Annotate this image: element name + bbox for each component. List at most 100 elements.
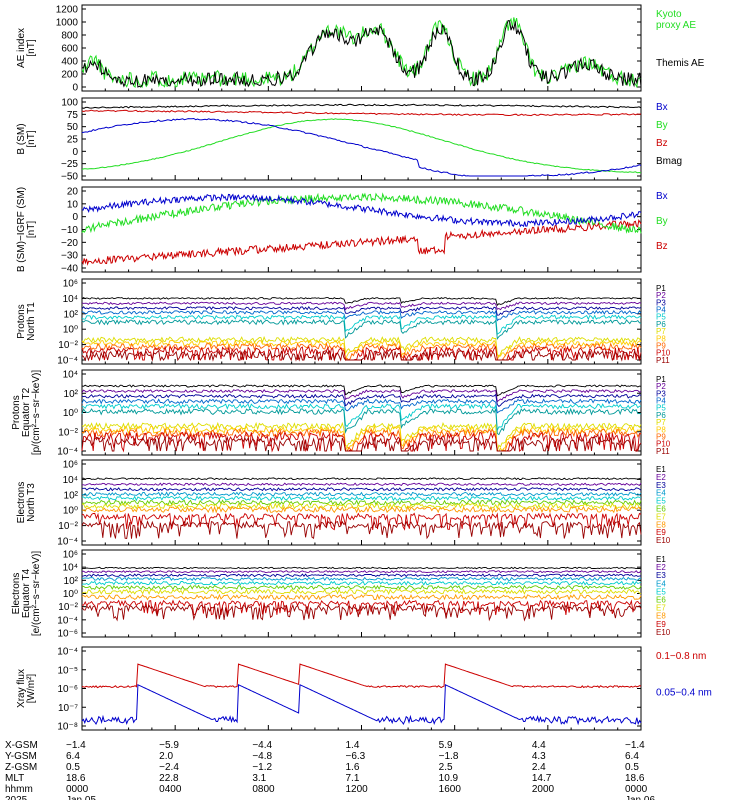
orbit-cell: −4.4 xyxy=(252,740,272,751)
legend-entry: E1 xyxy=(656,465,666,474)
series-bx xyxy=(81,117,642,177)
series-1 xyxy=(82,477,642,481)
panel-frame xyxy=(81,97,642,181)
y-tick-label: 10⁴ xyxy=(63,370,78,381)
orbit-cell: −1.4 xyxy=(66,740,86,751)
y-tick-label: 10⁻² xyxy=(58,521,78,532)
series-bx xyxy=(81,193,642,228)
orbit-cell: 1200 xyxy=(346,784,369,795)
y-axis-label: B (SM)−IGRF (SM) xyxy=(16,187,27,272)
orbit-cell: −1.4 xyxy=(625,740,645,751)
y-axis-label: [nT] xyxy=(26,39,37,56)
legend-entry: E7 xyxy=(656,604,666,613)
orbit-cell: Jan 05 xyxy=(66,795,96,800)
series-8 xyxy=(81,339,642,361)
y-axis-label: Equator T2 xyxy=(21,387,32,437)
y-tick-label: 10² xyxy=(64,389,79,400)
series-10 xyxy=(81,603,642,622)
series-5 xyxy=(81,495,642,502)
series-8 xyxy=(81,424,642,452)
legend-entry: E5 xyxy=(656,497,666,506)
orbit-cell: 0000 xyxy=(66,784,89,795)
series-6 xyxy=(81,499,642,506)
series-3 xyxy=(81,393,642,407)
legend-entry: Bx xyxy=(656,102,668,113)
y-tick-label: 10⁶ xyxy=(63,279,78,290)
legend-entry: E2 xyxy=(656,563,666,572)
legend-entry: P11 xyxy=(656,447,670,456)
y-axis-label: [W/m²] xyxy=(26,674,37,704)
y-tick-label: 10 xyxy=(67,199,79,210)
orbit-cell: 4.3 xyxy=(532,751,546,762)
legend-entry: P6 xyxy=(656,411,666,420)
y-axis-label: North T1 xyxy=(26,302,37,341)
y-tick-label: 10⁰ xyxy=(63,506,78,517)
y-tick-label: 1000 xyxy=(56,18,79,29)
series-7 xyxy=(81,502,642,510)
y-tick-label: −25 xyxy=(61,159,78,170)
legend-entry: E4 xyxy=(656,489,666,498)
series-9 xyxy=(81,342,642,361)
legend-entry: Kyoto xyxy=(656,9,682,20)
y-tick-label: 600 xyxy=(61,44,78,55)
y-tick-label: 200 xyxy=(61,70,78,81)
y-axis-label: [nT] xyxy=(26,221,37,238)
legend-entry: E3 xyxy=(656,571,666,580)
y-tick-label: 10² xyxy=(64,309,79,320)
orbit-cell: 5.9 xyxy=(439,740,453,751)
legend-entry: P8 xyxy=(656,334,666,343)
orbit-cell: −1.2 xyxy=(252,762,272,773)
series-11 xyxy=(81,435,642,453)
orbit-row-label: 2025 xyxy=(5,795,28,800)
legend-entry: P5 xyxy=(656,313,666,322)
y-tick-label: 25 xyxy=(67,135,79,146)
series-1 xyxy=(81,297,642,307)
series-2 xyxy=(81,301,642,311)
series-2 xyxy=(82,482,642,487)
y-axis-label: [p/(cm²−s−sr−keV)] xyxy=(31,370,42,456)
orbit-cell: Jan 06 xyxy=(625,795,655,800)
legend-entry: P7 xyxy=(656,418,666,427)
orbit-cell: 0800 xyxy=(252,784,275,795)
panel-8: 10⁻⁴ 10⁻⁵ 10⁻⁶ 10⁻⁷ 10⁻⁸ Xray flux [W/m²] 0.1−0… xyxy=(16,646,712,733)
legend-entry: E6 xyxy=(656,596,666,605)
y-axis-label: Electrons xyxy=(16,482,27,524)
legend-entry: E10 xyxy=(656,536,671,545)
y-tick-label: 0 xyxy=(72,147,78,158)
legend-entry: P9 xyxy=(656,432,666,441)
legend-entry: P4 xyxy=(656,306,666,315)
series-by xyxy=(81,118,642,174)
y-tick-label: 10⁻⁶ xyxy=(57,684,78,695)
orbit-cell: 2000 xyxy=(532,784,555,795)
panel-7: 10⁶ 10⁴ 10² 10⁰ 10⁻² 10⁻⁴ 10⁻⁶ Electrons Equator… xyxy=(11,549,671,640)
legend-entry: E6 xyxy=(656,505,666,514)
y-tick-label: 10⁴ xyxy=(63,563,78,574)
orbit-row-label: hhmm xyxy=(5,784,33,795)
series-5 xyxy=(81,580,642,586)
series-7 xyxy=(81,421,642,452)
orbit-row-label: Z-GSM xyxy=(5,762,37,773)
legend-entry: P2 xyxy=(656,382,666,391)
series-8 xyxy=(81,593,642,601)
y-tick-label: 75 xyxy=(67,110,79,121)
series-8 xyxy=(81,505,642,514)
y-tick-label: 10⁶ xyxy=(63,460,78,471)
series-10 xyxy=(81,345,642,362)
series-2 xyxy=(81,389,642,403)
legend-entry: 0.05−0.4 nm xyxy=(656,688,712,699)
orbit-cell: 0.5 xyxy=(625,762,639,773)
series-4 xyxy=(81,398,642,414)
legend-entry: E3 xyxy=(656,481,666,490)
orbit-cell: −1.8 xyxy=(439,751,459,762)
orbit-cell: 18.6 xyxy=(66,773,86,784)
legend-entry: E7 xyxy=(656,512,666,521)
y-tick-label: −40 xyxy=(61,264,78,275)
legend-entry: E8 xyxy=(656,520,666,529)
series-4 xyxy=(82,491,642,497)
orbit-cell: 1.6 xyxy=(346,762,360,773)
legend-entry: Bmag xyxy=(656,156,682,167)
orbit-cell: 10.9 xyxy=(439,773,459,784)
orbit-cell: 22.8 xyxy=(159,773,179,784)
